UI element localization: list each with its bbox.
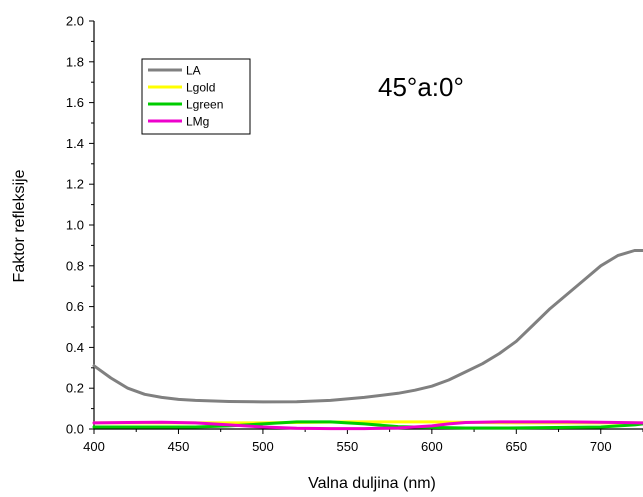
x-axis-title: Valna duljina (nm) bbox=[308, 475, 436, 492]
x-tick-label: 650 bbox=[505, 439, 527, 454]
x-tick-label: 700 bbox=[590, 439, 612, 454]
y-tick-label: 0.4 bbox=[66, 340, 84, 355]
legend-label-lmg: LMg bbox=[186, 115, 209, 129]
legend-label-la: LA bbox=[186, 64, 201, 78]
y-tick-label: 0.0 bbox=[66, 422, 84, 437]
legend-label-lgold: Lgold bbox=[186, 81, 215, 95]
y-tick-label: 1.2 bbox=[66, 177, 84, 192]
x-tick-label: 500 bbox=[252, 439, 274, 454]
y-tick-label: 1.4 bbox=[66, 136, 84, 151]
x-tick-label: 400 bbox=[83, 439, 105, 454]
legend-label-lgreen: Lgreen bbox=[186, 98, 223, 112]
axes: 0.0 0.2 0.4 0.6 0.8 1.0 1.2 1.4 1.6 1.8 2.0 400 450 5… bbox=[66, 14, 643, 454]
y-axis-title: Faktor refleksije bbox=[11, 169, 28, 282]
series-line-la bbox=[92, 249, 643, 404]
x-tick-label: 550 bbox=[337, 439, 359, 454]
y-tick-label: 0.8 bbox=[66, 258, 84, 273]
series-line-lmg bbox=[92, 420, 643, 431]
y-tick-label: 1.0 bbox=[66, 218, 84, 233]
y-tick-label: 0.6 bbox=[66, 299, 84, 314]
series-line-lgreen bbox=[92, 420, 643, 430]
series-group bbox=[92, 249, 643, 431]
legend: LA Lgold Lgreen LMg bbox=[141, 58, 251, 135]
x-tick-label: 600 bbox=[421, 439, 443, 454]
x-tick-label: 450 bbox=[168, 439, 190, 454]
y-tick-label: 2.0 bbox=[66, 14, 84, 29]
y-tick-label: 0.2 bbox=[66, 381, 84, 396]
y-tick-label: 1.6 bbox=[66, 95, 84, 110]
y-tick-label: 1.8 bbox=[66, 54, 84, 69]
chart-annotation: 45°a:0° bbox=[378, 72, 464, 102]
